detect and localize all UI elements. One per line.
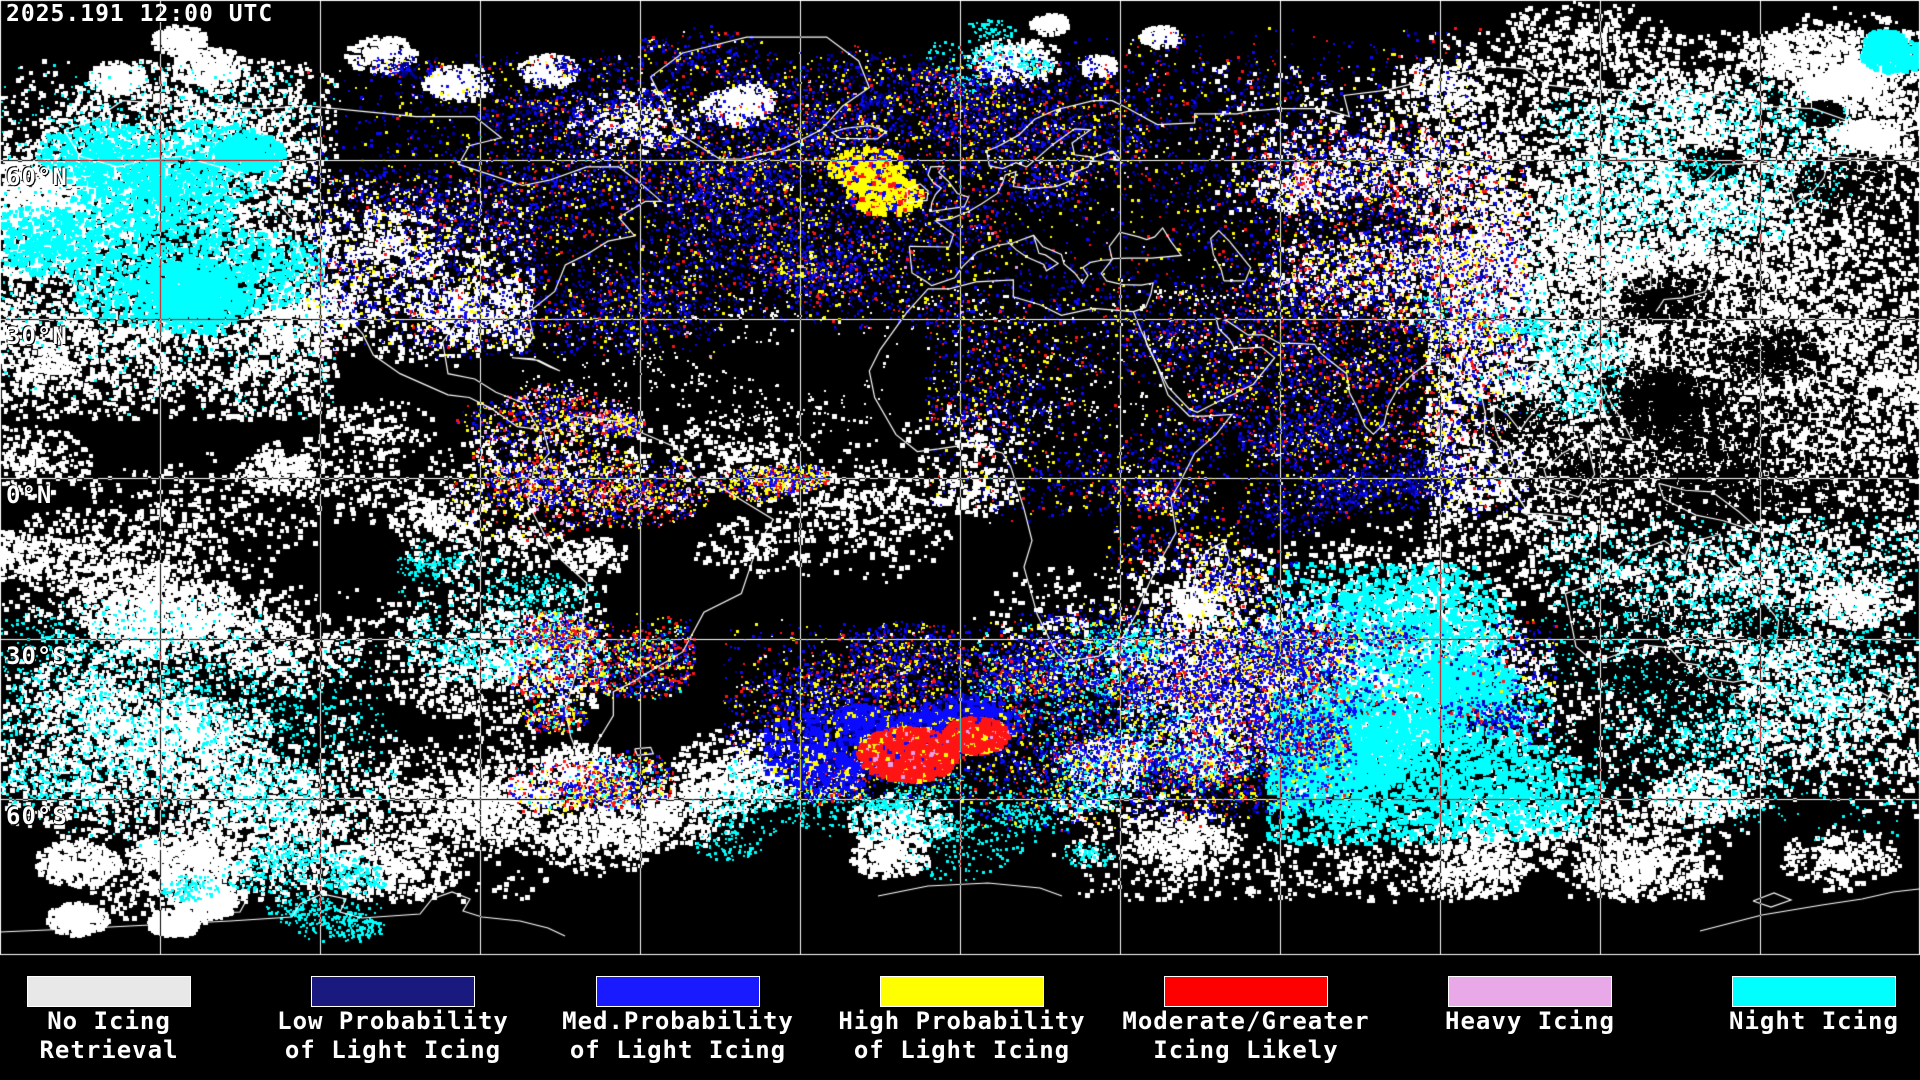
legend-label: of Light Icing [569, 1036, 787, 1064]
map-canvas [0, 0, 1920, 956]
lat-label-0: 60°N [6, 163, 68, 191]
lat-label-3: 30°S [6, 642, 68, 670]
legend-label: of Light Icing [284, 1036, 502, 1064]
legend-swatch-moderate [1163, 975, 1329, 1008]
lat-label-2: 0°N [6, 481, 53, 509]
legend-item-heavy: Heavy Icing [1384, 975, 1676, 1036]
legend-label: High Probability [838, 1007, 1086, 1035]
legend-label: Low Probability [277, 1007, 509, 1035]
legend-label: Heavy Icing [1445, 1007, 1615, 1035]
legend-swatch-night [1731, 975, 1897, 1008]
legend-item-low-prob: Low Probability of Light Icing [247, 975, 539, 1065]
legend-swatch-low-prob [310, 975, 476, 1008]
lat-label-4: 60°S [6, 802, 68, 830]
legend-swatch-heavy [1447, 975, 1613, 1008]
legend-item-night: Night Icing [1668, 975, 1920, 1036]
legend-bar: No Icing Retrieval Low Probability of Li… [0, 956, 1920, 1080]
lat-label-1: 30°N [6, 322, 68, 350]
legend-item-med-prob: Med.Probability of Light Icing [532, 975, 824, 1065]
legend-item-moderate: Moderate/Greater Icing Likely [1100, 975, 1392, 1065]
legend-label: Med.Probability [562, 1007, 794, 1035]
legend-swatch-no-icing [26, 975, 192, 1008]
timestamp-label: 2025.191 12:00 UTC [6, 1, 274, 27]
legend-label: Moderate/Greater [1122, 1007, 1370, 1035]
legend-item-high-prob: High Probability of Light Icing [816, 975, 1108, 1065]
legend-swatch-high-prob [879, 975, 1045, 1008]
legend-label: of Light Icing [853, 1036, 1071, 1064]
legend-swatch-med-prob [595, 975, 761, 1008]
legend-label: No Icing [47, 1007, 171, 1035]
legend-label: Night Icing [1729, 1007, 1899, 1035]
legend-item-no-icing: No Icing Retrieval [0, 975, 255, 1065]
world-icing-map: 2025.191 12:00 UTC 60°N 30°N 0°N 30°S 60°S [0, 0, 1920, 956]
legend-label: Retrieval [39, 1036, 179, 1064]
legend-label: Icing Likely [1153, 1036, 1339, 1064]
